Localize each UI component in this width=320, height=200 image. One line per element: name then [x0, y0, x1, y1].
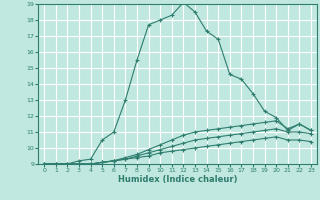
- X-axis label: Humidex (Indice chaleur): Humidex (Indice chaleur): [118, 175, 237, 184]
